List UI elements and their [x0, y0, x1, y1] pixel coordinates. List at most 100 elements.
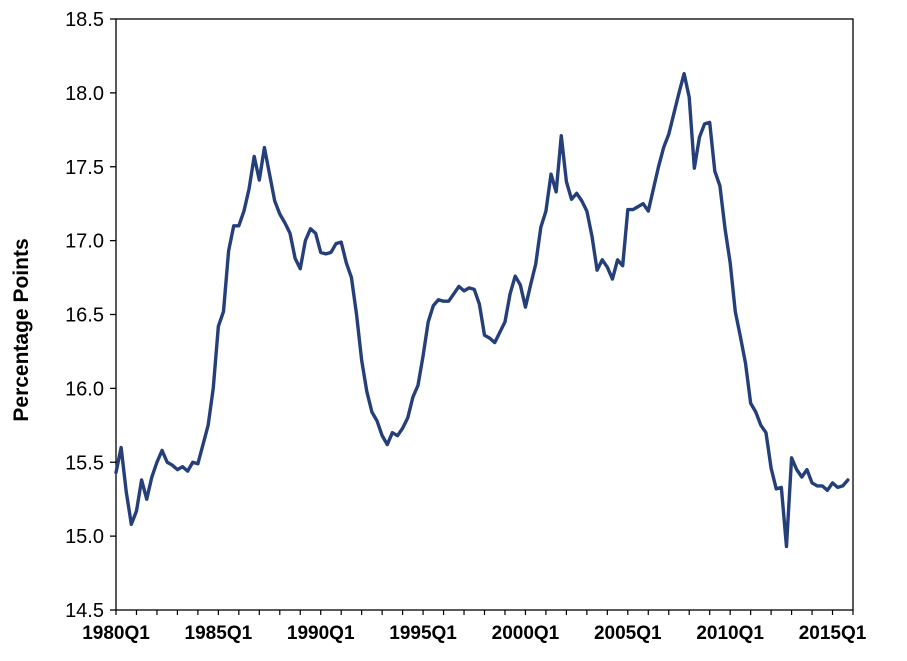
- data-point: [744, 362, 747, 365]
- data-point: [355, 313, 358, 316]
- data-point: [237, 224, 241, 228]
- x-axis: 1980Q1 1985Q1 1990Q1 1995Q1 2000Q1 2005Q1 2010…: [82, 610, 867, 644]
- y-axis-label: Percentage Points: [10, 238, 33, 421]
- y-tick-label: 17.5: [65, 157, 104, 179]
- data-point: [268, 172, 271, 176]
- data-point: [672, 112, 676, 115]
- data-point: [549, 172, 553, 176]
- data-point: [514, 274, 517, 278]
- y-tick-label: 18.5: [65, 9, 104, 31]
- data-point: [339, 240, 343, 244]
- data-point: [406, 416, 409, 420]
- data-point: [304, 239, 307, 242]
- data-point: [585, 209, 589, 213]
- data-point: [800, 475, 804, 479]
- data-point: [365, 390, 368, 393]
- data-point: [488, 336, 491, 340]
- data-point: [503, 320, 507, 324]
- data-point: [427, 320, 430, 324]
- data-point: [176, 468, 179, 471]
- data-point: [483, 333, 486, 337]
- data-point: [114, 471, 118, 474]
- data-point: [759, 424, 763, 427]
- data-point: [570, 198, 573, 201]
- data-point: [258, 178, 261, 182]
- data-point: [647, 209, 650, 213]
- data-point: [693, 167, 696, 170]
- data-point: [688, 96, 691, 99]
- data-point: [636, 205, 640, 208]
- data-point: [662, 146, 665, 149]
- data-point: [252, 155, 256, 158]
- data-point: [606, 266, 609, 269]
- data-point: [790, 456, 793, 460]
- data-point: [682, 72, 686, 75]
- data-point: [631, 208, 635, 211]
- x-tick-label: 2015Q1: [799, 623, 867, 644]
- data-point: [222, 310, 225, 313]
- data-point: [191, 461, 194, 464]
- data-point: [217, 325, 220, 328]
- data-point: [416, 384, 420, 387]
- data-point: [401, 427, 404, 430]
- data-point: [391, 431, 394, 434]
- data-point: [380, 434, 384, 437]
- data-point: [524, 305, 527, 309]
- data-point: [442, 300, 445, 303]
- data-point: [145, 497, 148, 501]
- x-tick-label: 2010Q1: [696, 623, 764, 644]
- x-tick-label: 1980Q1: [82, 623, 150, 644]
- x-tick-label: 1985Q1: [185, 623, 253, 644]
- data-point: [815, 484, 819, 488]
- series-layer: [114, 71, 850, 549]
- data-point: [181, 465, 184, 468]
- data-point: [447, 300, 450, 303]
- data-point: [206, 424, 210, 427]
- y-tick-label: 15.0: [65, 526, 104, 548]
- data-point: [708, 121, 711, 124]
- data-point: [595, 268, 599, 272]
- y-tick-label: 16.0: [65, 378, 104, 400]
- data-point: [186, 469, 189, 473]
- data-point: [263, 146, 266, 149]
- data-point: [201, 443, 205, 446]
- data-point: [242, 209, 246, 213]
- data-point: [560, 134, 563, 137]
- data-point: [739, 335, 742, 338]
- data-point: [232, 224, 235, 228]
- data-point: [616, 258, 619, 262]
- y-axis: 14.5 15.0 15.5 16.0 16.5 17.0 17.5 18.0 18.5: [65, 9, 116, 622]
- data-point: [544, 209, 548, 213]
- data-point: [749, 401, 752, 405]
- data-point: [805, 468, 809, 471]
- data-point: [396, 434, 399, 437]
- data-point: [329, 251, 333, 254]
- data-point: [529, 283, 532, 287]
- data-point: [319, 251, 322, 254]
- data-point: [841, 484, 844, 488]
- data-point: [196, 462, 200, 465]
- data-point: [160, 449, 164, 452]
- data-point: [831, 481, 834, 485]
- data-point: [657, 165, 660, 168]
- data-point: [130, 523, 133, 526]
- data-point: [498, 331, 502, 334]
- plot-area: [115, 18, 854, 611]
- data-point: [119, 446, 123, 449]
- data-point: [314, 232, 317, 235]
- data-point: [334, 242, 338, 245]
- data-point: [775, 487, 778, 491]
- data-point: [652, 187, 655, 191]
- data-point: [135, 509, 138, 513]
- data-point: [601, 258, 604, 262]
- data-point: [457, 285, 461, 288]
- data-point: [278, 212, 281, 216]
- data-point: [437, 298, 440, 301]
- data-point: [478, 302, 481, 306]
- data-point: [580, 199, 583, 202]
- x-tick-label: 1990Q1: [287, 623, 355, 644]
- data-point: [821, 484, 824, 488]
- data-point: [375, 419, 379, 423]
- series-line: [114, 71, 850, 549]
